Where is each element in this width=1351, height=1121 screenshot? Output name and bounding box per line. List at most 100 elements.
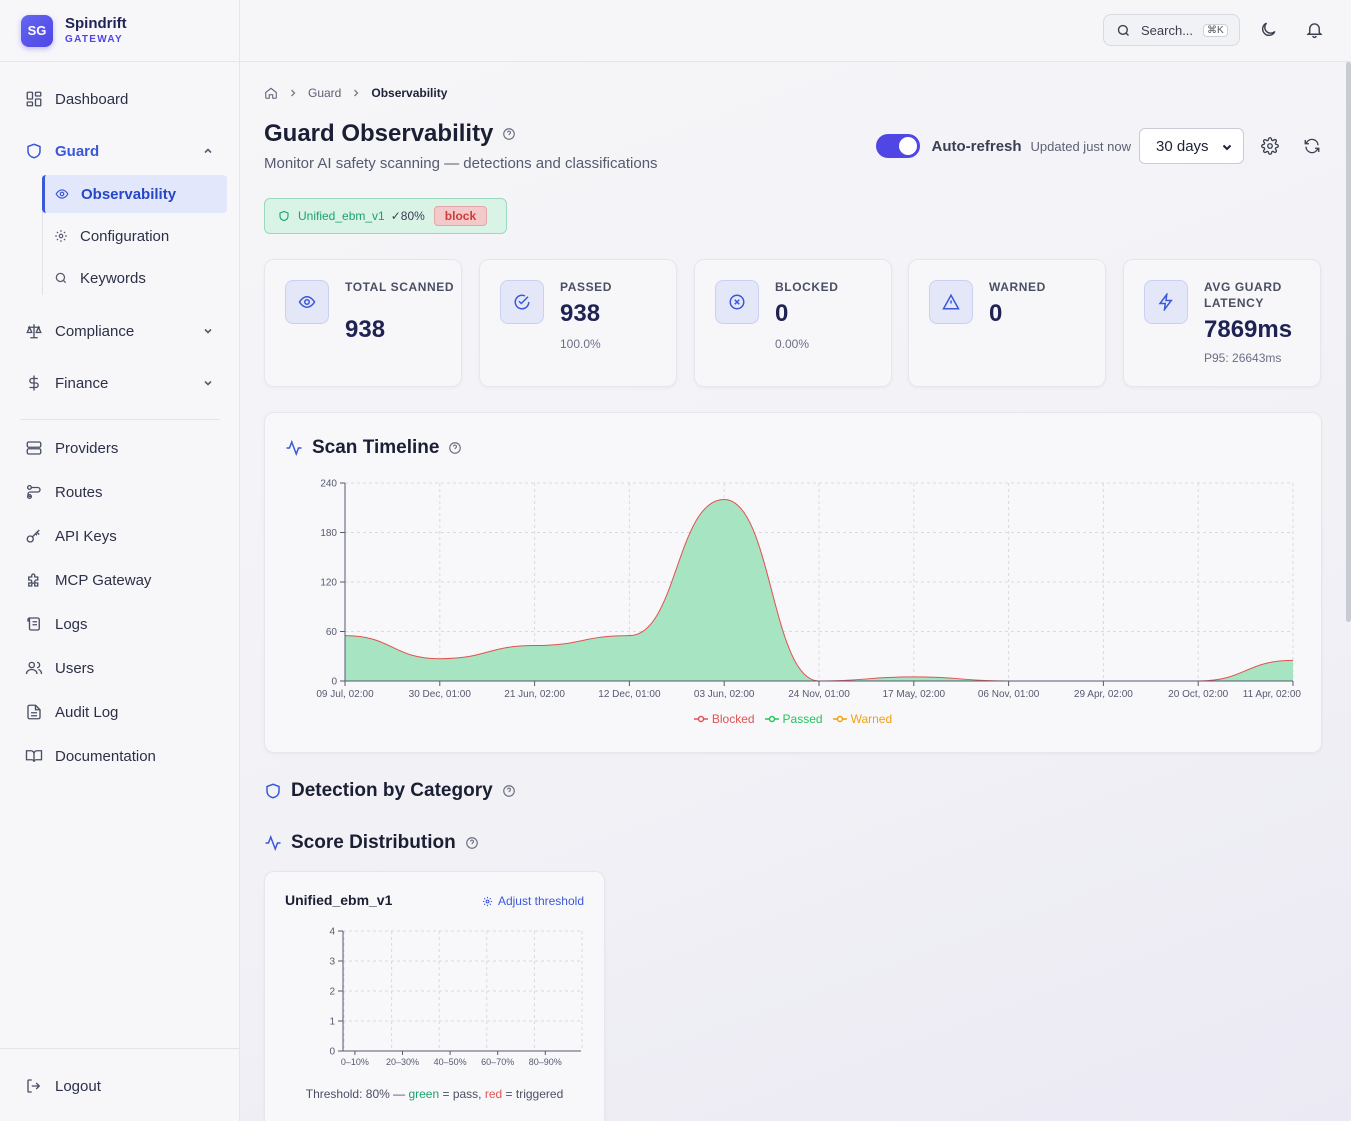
brand[interactable]: SG Spindrift GATEWAY [0, 0, 239, 62]
help-icon[interactable] [502, 784, 516, 798]
legend-label: Passed [782, 712, 823, 726]
page-title: Guard Observability [264, 120, 516, 148]
sidebar-item-audit-log[interactable]: Audit Log [20, 694, 220, 730]
help-icon[interactable] [465, 836, 479, 850]
eye-icon [298, 295, 316, 309]
search-icon [55, 272, 67, 284]
lightning-icon [1158, 293, 1173, 311]
sidebar-item-label: Routes [55, 483, 103, 501]
stat-value: 938 [560, 300, 601, 327]
help-icon[interactable] [502, 127, 516, 141]
sidebar-item-label: Logs [55, 615, 88, 633]
section-title: Scan Timeline [285, 437, 462, 459]
breadcrumb-current: Observability [371, 86, 448, 100]
search-placeholder: Search... [1141, 22, 1194, 38]
sidebar-item-dashboard[interactable]: Dashboard [20, 81, 220, 117]
sidebar-item-mcp-gateway[interactable]: MCP Gateway [20, 562, 220, 598]
y-tick-label: 180 [320, 528, 337, 539]
stat-label: Warned [989, 280, 1046, 294]
sidebar-item-keywords[interactable]: Keywords [42, 259, 227, 297]
chevron-right-icon [291, 89, 296, 97]
shield-icon [279, 210, 289, 222]
shield-icon [27, 143, 41, 159]
chevron-down-icon[interactable] [202, 377, 214, 389]
x-tick-label: 06 Nov, 01:00 [978, 689, 1040, 700]
scan-timeline-chart[interactable]: 0 60 120 180 240 09 Jul, 02:00 30 Dec, 01:00 21… [265, 473, 1323, 703]
refresh-icon[interactable] [1303, 137, 1321, 155]
key-icon [26, 529, 40, 543]
bell-icon[interactable] [1305, 20, 1324, 39]
policy-action-badge: block [433, 206, 488, 226]
sidebar-item-label: Compliance [55, 322, 135, 340]
legend-item-blocked[interactable]: Blocked [693, 712, 755, 726]
stat-value: 0 [989, 300, 1003, 327]
adjust-threshold-link[interactable]: Adjust threshold [482, 894, 584, 908]
stat-sub: 0.00% [775, 337, 810, 351]
score-distribution-card: Unified_ebm_v1 Adjust threshold 0 1 2 3 4 0–1… [264, 871, 605, 1121]
gear-icon[interactable] [1261, 137, 1279, 155]
stat-value: 938 [345, 316, 386, 343]
sidebar-item-label: Users [55, 659, 95, 677]
sidebar-item-label: Configuration [80, 227, 170, 245]
x-tick-label: 17 May, 02:00 [882, 689, 945, 700]
stat-value: 0 [775, 300, 789, 327]
x-tick-label: 30 Dec, 01:00 [409, 689, 472, 700]
score-distribution-chart[interactable]: 0 1 2 3 4 0–10% 20–30% 40–50% 60–70% 80–90% [265, 917, 606, 1077]
stat-card-warned: Warned 0 [908, 259, 1106, 387]
x-tick-label: 0–10% [341, 1057, 369, 1067]
activity-icon [265, 834, 281, 852]
help-icon[interactable] [448, 441, 462, 455]
section-title-text: Score Distribution [291, 832, 456, 853]
sidebar-item-logs[interactable]: Logs [20, 606, 220, 642]
chevron-down-icon [1222, 144, 1232, 151]
sidebar: SG Spindrift GATEWAY Dashboard Guard Obs… [0, 0, 240, 1121]
main-content: Guard Observability Guard Observability … [240, 62, 1351, 1121]
auto-refresh-toggle[interactable] [875, 134, 920, 158]
stat-card-total-scanned: Total Scanned 938 [264, 259, 462, 387]
sidebar-item-routes[interactable]: Routes [20, 474, 220, 510]
chevron-up-icon[interactable] [202, 145, 214, 157]
moon-icon[interactable] [1259, 20, 1278, 39]
x-tick-label: 09 Jul, 02:00 [316, 689, 374, 700]
dashboard-icon [26, 91, 42, 107]
policy-badge[interactable]: Unified_ebm_v1 ✓80% block [264, 198, 507, 234]
sidebar-item-providers[interactable]: Providers [20, 430, 220, 466]
time-range-select[interactable]: 30 days [1139, 128, 1244, 164]
brand-subtitle: GATEWAY [65, 33, 123, 45]
search-input[interactable]: Search... ⌘K [1103, 14, 1240, 46]
sidebar-item-api-keys[interactable]: API Keys [20, 518, 220, 554]
home-icon[interactable] [264, 86, 278, 100]
sidebar-item-guard[interactable]: Guard [20, 133, 220, 169]
y-tick-label: 1 [329, 1017, 335, 1028]
eye-icon [55, 189, 69, 199]
scroll-icon [27, 617, 40, 631]
detection-section-title: Detection by Category [264, 780, 516, 802]
passed-area [345, 499, 1293, 681]
sidebar-item-users[interactable]: Users [20, 650, 220, 686]
x-tick-label: 60–70% [481, 1057, 514, 1067]
sidebar-item-finance[interactable]: Finance [20, 365, 220, 401]
legend-item-passed[interactable]: Passed [764, 712, 823, 726]
breadcrumb: Guard Observability [264, 86, 447, 100]
updated-status: Updated just now [1030, 138, 1131, 154]
warning-triangle-icon [942, 293, 960, 310]
sidebar-item-documentation[interactable]: Documentation [20, 738, 220, 774]
shield-icon [266, 783, 280, 799]
sidebar-item-configuration[interactable]: Configuration [42, 217, 227, 255]
y-tick-label: 4 [329, 927, 335, 938]
stat-label: Avg Guard Latency [1204, 280, 1282, 310]
logout-button[interactable]: Logout [20, 1068, 220, 1104]
breadcrumb-guard[interactable]: Guard [308, 86, 342, 100]
sidebar-item-label: Documentation [55, 747, 156, 765]
scan-timeline-card: Scan Timeline 0 60 120 180 240 09 Jul, 02:00 3… [264, 412, 1322, 753]
sidebar-item-observability[interactable]: Observability [42, 175, 227, 213]
legend-item-warned[interactable]: Warned [832, 712, 892, 726]
scrollbar[interactable] [1346, 62, 1351, 622]
sidebar-divider [20, 419, 220, 420]
sidebar-item-compliance[interactable]: Compliance [20, 313, 220, 349]
brand-name: Spindrift [65, 14, 127, 32]
classifier-name: Unified_ebm_v1 [285, 892, 393, 908]
chevron-down-icon[interactable] [202, 325, 214, 337]
footer-green: green [408, 1087, 440, 1101]
stat-sub: 100.0% [560, 337, 601, 351]
